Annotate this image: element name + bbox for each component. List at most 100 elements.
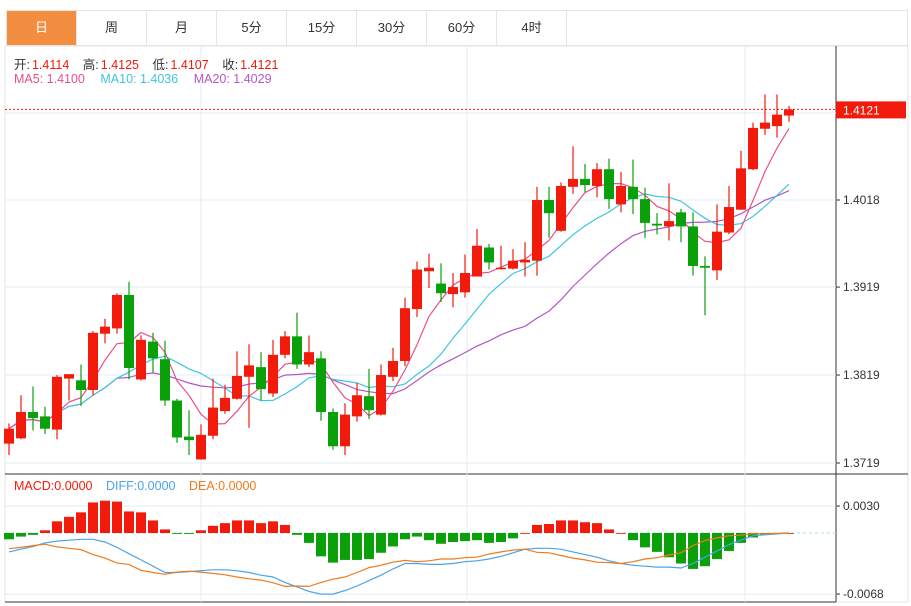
macd-bar: [580, 522, 590, 533]
candle-up: [412, 269, 422, 310]
macd-bar: [520, 533, 530, 534]
macd-bar: [640, 533, 650, 548]
macd-bar: [532, 524, 542, 533]
macd-bar: [316, 533, 326, 557]
candle-down: [580, 178, 590, 186]
candle-up: [556, 185, 566, 231]
candle-up: [472, 245, 482, 277]
candle-up: [52, 376, 62, 430]
tab-3[interactable]: 5分: [217, 11, 287, 45]
macd-bar: [304, 533, 314, 543]
candle-up: [448, 287, 458, 295]
candle-up: [64, 374, 74, 379]
candle-down: [544, 200, 554, 214]
candle-down: [364, 396, 374, 411]
macd-bar: [40, 530, 50, 533]
macd-tick-label: -0.0068: [843, 587, 884, 601]
high-value: 1.4125: [100, 58, 139, 72]
macd-bar: [700, 533, 710, 567]
tab-0[interactable]: 日: [7, 11, 77, 45]
candle-up: [88, 332, 98, 390]
macd-bar: [136, 512, 146, 533]
candle-up: [340, 414, 350, 447]
candle-up: [112, 294, 122, 329]
candle-up: [592, 169, 602, 186]
price-tick-label: 1.3919: [843, 280, 880, 294]
candle-down: [40, 416, 50, 429]
macd-bar: [664, 533, 674, 558]
macd-bar: [412, 533, 422, 537]
candle-down: [688, 226, 698, 266]
macd-bar: [4, 533, 14, 540]
candle-down: [292, 336, 302, 365]
diff-line: [8, 532, 790, 595]
candle-up: [352, 395, 362, 417]
candle-up: [736, 168, 746, 210]
current-price-badge: [836, 101, 906, 119]
macd-bar: [724, 533, 734, 551]
candle-up: [4, 428, 14, 444]
macd-bar: [496, 533, 506, 542]
macd-bar: [292, 533, 302, 535]
tab-7[interactable]: 4时: [497, 11, 567, 45]
diff-value: DIFF:0.0000: [106, 479, 176, 493]
tab-1[interactable]: 周: [77, 11, 147, 45]
macd-bar: [376, 533, 386, 553]
candle-up: [712, 231, 722, 271]
macd-bar: [196, 530, 206, 533]
tab-2[interactable]: 月: [147, 11, 217, 45]
macd-bar: [172, 533, 182, 534]
candle-down: [328, 411, 338, 447]
tab-5[interactable]: 30分: [357, 11, 427, 45]
candle-up: [376, 375, 386, 415]
candle-up: [568, 178, 578, 187]
macd-bar: [436, 533, 446, 544]
candle-down: [160, 359, 170, 401]
macd-bar: [232, 520, 242, 533]
tab-6[interactable]: 60分: [427, 11, 497, 45]
candle-up: [508, 260, 518, 269]
close-label: 收:: [222, 58, 239, 72]
macd-bar: [52, 521, 62, 533]
ma5-line: [8, 128, 790, 430]
candle-up: [100, 326, 110, 334]
candle-up: [196, 434, 206, 460]
price-tick-label: 1.4018: [843, 193, 880, 207]
candle-up: [460, 273, 470, 293]
candle-up: [16, 411, 26, 439]
candle-down: [604, 169, 614, 200]
candle-up: [496, 267, 506, 270]
macd-bar: [160, 529, 170, 533]
macd-bar: [604, 529, 614, 533]
candle-down: [652, 223, 662, 226]
macd-bar: [244, 520, 254, 533]
candle-down: [76, 380, 86, 390]
open-value: 1.4114: [31, 58, 70, 72]
macd-bar: [592, 523, 602, 533]
candle-up: [784, 109, 794, 116]
candle-up: [772, 114, 782, 127]
dea-value: DEA:0.0000: [188, 479, 257, 493]
candle-up: [244, 365, 254, 377]
macd-bar: [280, 524, 290, 533]
candle-down: [28, 411, 38, 419]
macd-bar: [28, 533, 38, 535]
macd-bar: [364, 533, 374, 560]
macd-bar: [256, 523, 266, 533]
tab-4[interactable]: 15分: [287, 11, 357, 45]
macd-bar: [736, 533, 746, 543]
candle-up: [424, 267, 434, 272]
low-value: 1.4107: [170, 58, 209, 72]
candle-up: [760, 122, 770, 129]
candle-down: [256, 367, 266, 390]
ma-readout: MA5: 1.4100 MA10: 1.4036 MA20: 1.4029: [14, 72, 274, 86]
macd-bar: [472, 533, 482, 541]
candle-down: [484, 247, 494, 263]
macd-readout: MACD:0.0000 DIFF:0.0000 DEA:0.0000: [14, 479, 258, 493]
macd-bar: [184, 533, 194, 534]
candle-up: [208, 407, 218, 436]
macd-bar: [220, 523, 230, 533]
macd-bar: [340, 533, 350, 560]
macd-bar: [676, 533, 686, 564]
